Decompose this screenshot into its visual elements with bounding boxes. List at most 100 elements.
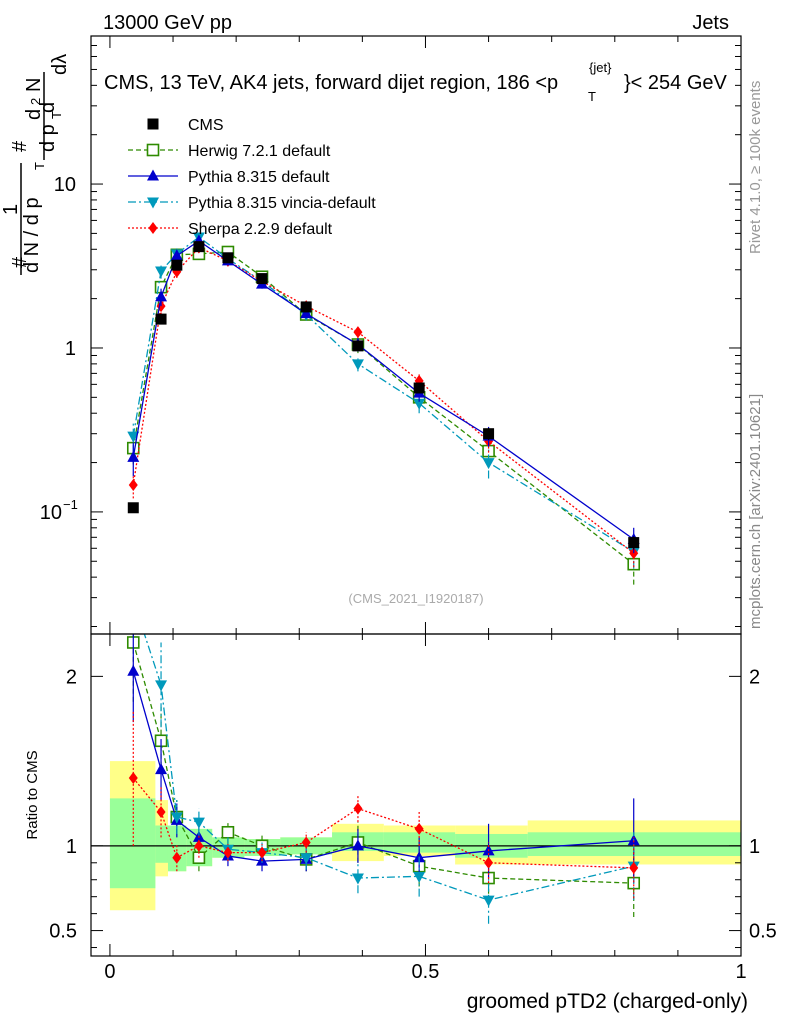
ratio-point-vincia bbox=[413, 871, 426, 883]
ratio-series-herwig bbox=[126, 634, 641, 918]
data-point-vincia bbox=[482, 458, 495, 470]
ratio-panel: 0 0.5 10.5 0.51 12 2 Ratio to CMS bbox=[24, 633, 777, 983]
legend-entry-pythia: Pythia 8.315 default bbox=[128, 169, 330, 186]
data-point-vincia bbox=[413, 398, 426, 410]
ratio-panel-frame bbox=[90, 633, 742, 957]
svg-text:d: d bbox=[37, 102, 59, 113]
ratio-point-vincia bbox=[155, 680, 168, 692]
x-axis-label: groomed pTD2 (charged-only) bbox=[467, 990, 748, 1013]
data-point-cms bbox=[256, 273, 268, 285]
ratio-y-tick-label-left: 1 bbox=[66, 836, 77, 858]
main-y-tick-label: 10 bbox=[54, 174, 76, 196]
data-point-cms bbox=[628, 537, 640, 549]
series-line-pythia bbox=[132, 240, 635, 540]
ratio-y-tick-label-right: 0.5 bbox=[749, 921, 777, 943]
ratio-y-tick-label-right: 2 bbox=[749, 666, 760, 688]
ratio-point-sherpa bbox=[156, 805, 166, 818]
legend-entry-vincia: Pythia 8.315 vincia-default bbox=[128, 195, 376, 212]
y-axis-label-ratio: Ratio to CMS bbox=[24, 750, 41, 839]
legend-entry-sherpa: Sherpa 2.2.9 default bbox=[128, 221, 333, 238]
ratio-point-sherpa bbox=[223, 846, 233, 859]
svg-text:d p: d p bbox=[37, 124, 59, 152]
ratio-point-sherpa bbox=[172, 851, 182, 864]
svg-text:#: # bbox=[9, 140, 31, 152]
data-point-cms bbox=[483, 428, 495, 440]
data-point-vincia bbox=[351, 359, 364, 371]
data-point-vincia bbox=[127, 431, 140, 443]
ratio-point-sherpa bbox=[301, 836, 311, 849]
ratio-y-tick-label-left: 0.5 bbox=[49, 921, 77, 943]
data-point-cms bbox=[413, 382, 425, 394]
analysis-id: (CMS_2021_I1920187) bbox=[348, 591, 483, 606]
ratio-point-sherpa bbox=[353, 802, 363, 815]
data-point-pythia bbox=[170, 249, 183, 261]
data-point-cms bbox=[127, 502, 139, 514]
svg-text:#: # bbox=[9, 256, 31, 268]
ratio-point-vincia bbox=[192, 817, 205, 829]
ratio-point-vincia bbox=[300, 853, 313, 865]
series-cms bbox=[127, 241, 640, 550]
data-point-pythia bbox=[127, 450, 140, 462]
plot-title-main: CMS, 13 TeV, AK4 jets, forward dijet reg… bbox=[104, 72, 558, 94]
legend-marker-sherpa bbox=[148, 222, 158, 234]
main-y-tick-label: 1 bbox=[65, 338, 76, 360]
svg-text:d: d bbox=[23, 109, 45, 120]
ratio-point-herwig bbox=[221, 825, 235, 839]
ratio-y-tick-label-right: 1 bbox=[749, 836, 760, 858]
data-point-cms bbox=[300, 301, 312, 313]
ratio-line-vincia bbox=[143, 634, 634, 901]
series-pythia bbox=[127, 234, 640, 554]
ratio-point-sherpa bbox=[194, 839, 204, 852]
plot-title-subscript: T bbox=[588, 89, 596, 104]
ratio-point-sherpa bbox=[414, 822, 424, 835]
series-herwig bbox=[126, 245, 641, 585]
data-point-vincia bbox=[155, 266, 168, 278]
ratio-point-sherpa bbox=[128, 772, 138, 785]
mcplots-label: mcplots.cern.ch [arXiv:2401.10621] bbox=[747, 394, 764, 629]
series-line-herwig bbox=[132, 251, 635, 565]
data-point-sherpa bbox=[353, 326, 363, 339]
svg-text:T: T bbox=[49, 111, 64, 119]
ratio-point-vincia bbox=[170, 812, 183, 824]
ratio-point-vincia bbox=[482, 895, 495, 907]
plot-title-superscript: {jet} bbox=[589, 60, 612, 75]
legend-entry-cms: CMS bbox=[147, 117, 224, 134]
ratio-point-pythia bbox=[127, 664, 140, 676]
main-y-tick-exponent: −1 bbox=[63, 497, 78, 512]
svg-text:1: 1 bbox=[0, 204, 22, 215]
ratio-line-herwig bbox=[132, 642, 634, 884]
series-sherpa bbox=[128, 241, 639, 568]
x-tick-label: 1 bbox=[735, 961, 746, 983]
rivet-label: Rivet 4.1.0, ≥ 100k events bbox=[747, 81, 764, 254]
main-y-tick-label: 10 bbox=[40, 502, 62, 524]
ratio-series-vincia bbox=[143, 634, 640, 924]
y-axis-label-main: # d N / d p T 1 # d p T d 2 N dλ d bbox=[0, 54, 71, 275]
plot-title-tail: }< 254 GeV bbox=[624, 72, 728, 94]
legend-label-pythia: Pythia 8.315 default bbox=[188, 169, 330, 186]
legend: CMS Herwig 7.2.1 default Pythia 8.315 defa… bbox=[128, 117, 376, 238]
legend-label-cms: CMS bbox=[188, 117, 224, 134]
jets-label: Jets bbox=[692, 12, 729, 34]
legend-label-herwig: Herwig 7.2.1 default bbox=[188, 143, 331, 160]
legend-label-vincia: Pythia 8.315 vincia-default bbox=[188, 195, 376, 212]
ratio-point-pythia bbox=[351, 839, 364, 851]
legend-marker-herwig bbox=[146, 143, 160, 157]
ratio-series-sherpa bbox=[128, 710, 639, 899]
x-tick-label: 0.5 bbox=[412, 961, 440, 983]
series-vincia bbox=[127, 231, 640, 569]
uncertainty-band-inner bbox=[155, 825, 168, 863]
ratio-point-vincia bbox=[351, 873, 364, 885]
ratio-y-tick-label-left: 2 bbox=[66, 666, 77, 688]
energy-label: 13000 GeV pp bbox=[103, 12, 232, 34]
data-point-cms bbox=[222, 252, 234, 264]
data-point-cms bbox=[155, 313, 167, 325]
legend-marker-cms bbox=[147, 118, 159, 130]
x-tick-label: 0 bbox=[104, 961, 115, 983]
uncertainty-band-inner bbox=[109, 798, 156, 889]
plot-title: CMS, 13 TeV, AK4 jets, forward dijet reg… bbox=[104, 72, 558, 94]
ratio-point-pythia bbox=[155, 763, 168, 775]
svg-text:d N / d p: d N / d p bbox=[21, 197, 43, 273]
data-point-cms bbox=[171, 259, 183, 271]
data-point-sherpa bbox=[128, 478, 138, 491]
